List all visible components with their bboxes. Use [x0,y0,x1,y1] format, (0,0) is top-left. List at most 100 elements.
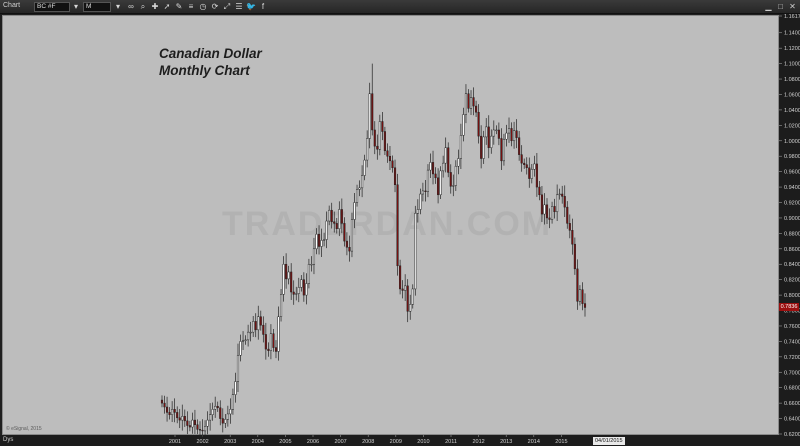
interval-dropdown-icon[interactable]: ▾ [115,2,120,11]
symbol-input[interactable]: BC #F [34,2,70,12]
y-tick-label: 0.8800 [784,231,800,237]
last-date-label: 04/01/2015 [593,437,625,445]
candle-body [421,190,424,195]
price-axis[interactable] [779,15,800,435]
y-tick-label: 0.6400 [784,417,800,423]
candle-body [323,239,326,241]
candle-body [219,407,222,419]
x-tick-label: 2003 [224,439,236,445]
y-tick-label: 0.7600 [784,324,800,330]
candle-body [540,194,543,215]
candle-body [315,233,318,250]
candle-body [216,405,219,409]
candle-body [525,164,528,169]
candle-body [196,424,199,430]
candle-body [287,271,290,280]
candle-body [543,204,546,215]
cursor-icon[interactable]: ➚ [163,2,171,11]
candle-body [193,419,196,425]
plot-area[interactable] [2,15,779,435]
candle-body [254,321,257,331]
candle-body [277,316,280,352]
chart-annotation-title: Canadian Dollar [159,46,262,61]
candle-body [229,409,232,415]
candle-body [571,230,574,245]
chart-annotation-subtitle: Monthly Chart [159,63,250,78]
candle-body [262,324,265,335]
candle-body [325,220,328,240]
candle-body [563,196,566,208]
candle-body [561,193,564,197]
candle-body [515,130,518,138]
candle-body [381,121,384,132]
candle-body [214,405,217,410]
candle-body [231,394,234,410]
candle-body [244,339,247,341]
y-tick-label: 0.8200 [784,278,800,284]
y-tick-label: 1.1200 [784,46,800,52]
close-icon[interactable]: ✕ [789,2,796,11]
candle-body [388,155,392,162]
y-tick-label: 0.7400 [784,339,800,345]
pencil-icon[interactable]: ✎ [175,2,183,11]
x-tick-label: 2015 [555,439,567,445]
candle-body [414,213,417,290]
candle-body [333,221,336,224]
list-icon[interactable]: ☰ [235,2,243,11]
candle-body [239,341,242,356]
candle-body [307,263,310,284]
twitter-icon[interactable]: 🐦 [246,2,256,11]
candle-body [437,177,440,196]
facebook-icon[interactable]: f [261,2,265,11]
candle-body [457,158,460,167]
candle-body [523,162,526,165]
candle-body [464,93,468,115]
candle-body [434,173,437,179]
x-tick-label: 2009 [390,439,402,445]
x-tick-label: 2014 [528,439,540,445]
candle-body [482,136,485,159]
interval-input[interactable]: M [83,2,111,12]
sync-icon[interactable]: ⟳ [211,2,219,11]
candle-body [507,128,511,134]
minimize-icon[interactable]: ▁ [765,2,772,11]
candle-body [426,169,430,192]
candle-body [300,279,303,288]
candle-body [249,331,252,334]
expand-icon[interactable]: ⤢ [223,2,231,11]
maximize-icon[interactable]: □ [778,2,783,11]
candle-body [186,420,189,426]
fibonacci-icon[interactable]: ≡ [188,2,194,11]
candle-body [340,209,343,224]
esignal-credit: © eSignal, 2015 [6,426,42,432]
crosshair-icon[interactable]: ✚ [151,2,159,11]
candle-body [267,348,270,351]
candle-body [224,419,227,424]
clock-icon[interactable]: ◷ [199,2,207,11]
candle-body [480,135,483,159]
candle-body [310,263,313,266]
candle-body [295,293,298,295]
candle-body [386,150,389,157]
candle-body [467,93,470,109]
y-tick-label: 0.7200 [784,355,800,361]
candle-body [269,333,272,351]
y-tick-label: 0.6600 [784,401,800,407]
candle-body [363,159,366,176]
time-axis[interactable] [0,435,800,446]
candle-body [444,147,447,164]
x-tick-label: 2002 [196,439,208,445]
link-icon[interactable]: ∞ [128,2,134,11]
candle-body [520,154,523,164]
candle-body [176,412,179,419]
candle-body [378,121,381,150]
candle-body [305,283,308,296]
candle-body [317,233,321,247]
candle-body [343,223,346,242]
x-tick-label: 2004 [252,439,264,445]
zoom-icon[interactable]: ⌕ [140,2,146,11]
y-tick-label: 0.9400 [784,185,800,191]
symbol-dropdown-icon[interactable]: ▾ [73,2,78,11]
period-label[interactable]: Dys [3,437,14,443]
candle-body [330,209,333,223]
